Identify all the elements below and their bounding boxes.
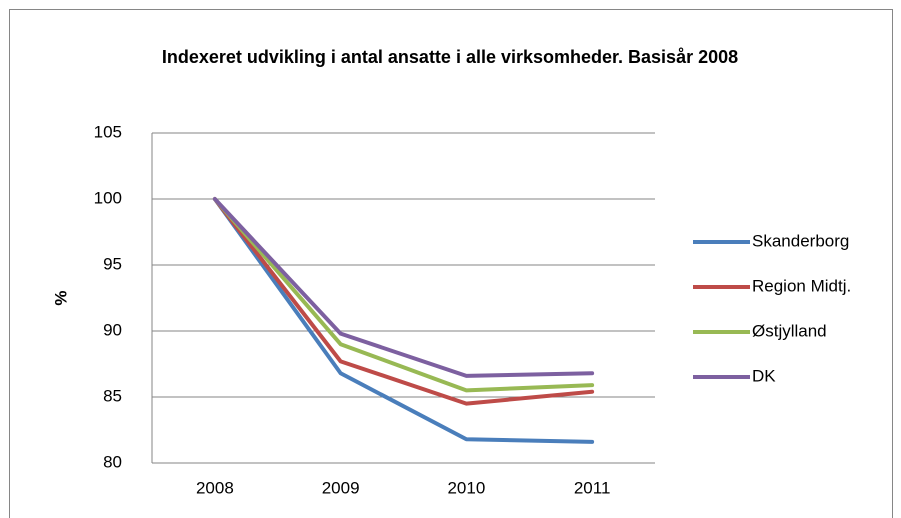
legend-label: Region Midtj.	[752, 276, 851, 295]
y-tick-label: 85	[103, 386, 122, 405]
y-tick-label: 80	[103, 452, 122, 471]
y-tick-label: 100	[94, 188, 122, 207]
chart-title: Indexeret udvikling i antal ansatte i al…	[161, 47, 739, 67]
x-tick-label: 2009	[322, 478, 360, 497]
series-line	[212, 197, 595, 378]
y-axis-label: %	[51, 290, 70, 305]
x-tick-label: 2008	[196, 478, 234, 497]
y-tick-label: 90	[103, 320, 122, 339]
series-line	[212, 197, 595, 393]
legend-label: Østjylland	[752, 321, 827, 340]
y-tick-label: 95	[103, 254, 122, 273]
legend-label: DK	[752, 366, 776, 385]
series-line	[212, 197, 595, 406]
legend-label: Skanderborg	[752, 231, 849, 250]
chart-border	[9, 9, 893, 518]
series-line	[212, 197, 595, 444]
x-tick-label: 2010	[447, 478, 485, 497]
y-tick-label: 105	[94, 122, 122, 141]
x-tick-label: 2011	[574, 478, 611, 497]
